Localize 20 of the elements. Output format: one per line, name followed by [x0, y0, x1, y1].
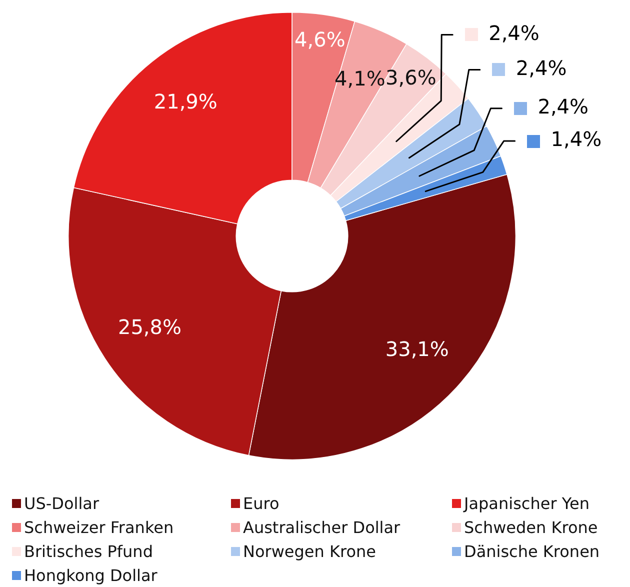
data-label: 4,1% [334, 66, 386, 90]
legend-label: Dänische Kronen [464, 542, 600, 560]
data-label: 4,6% [294, 27, 346, 52]
data-label: 1,4% [550, 127, 602, 152]
data-label: 21,9% [154, 90, 218, 114]
legend-label: Australischer Dollar [243, 518, 400, 536]
legend-label: Schweizer Franken [24, 518, 174, 536]
legend-label: Britisches Pfund [24, 542, 153, 560]
legend-label: US-Dollar [24, 494, 100, 512]
legend-label: Japanischer Yen [464, 494, 590, 512]
legend-label: Norwegen Krone [243, 542, 376, 560]
data-label: 2,4% [488, 20, 540, 45]
data-label: 2,4% [516, 56, 567, 80]
data-label: 3,6% [386, 65, 436, 90]
data-label: 25,8% [118, 315, 182, 340]
data-label: 2,4% [538, 94, 589, 119]
data-label: 33,1% [385, 337, 449, 362]
legend-label: Schweden Krone [464, 518, 598, 536]
legend-label: Hongkong Dollar [24, 566, 158, 584]
legend-label: Euro [243, 494, 280, 512]
